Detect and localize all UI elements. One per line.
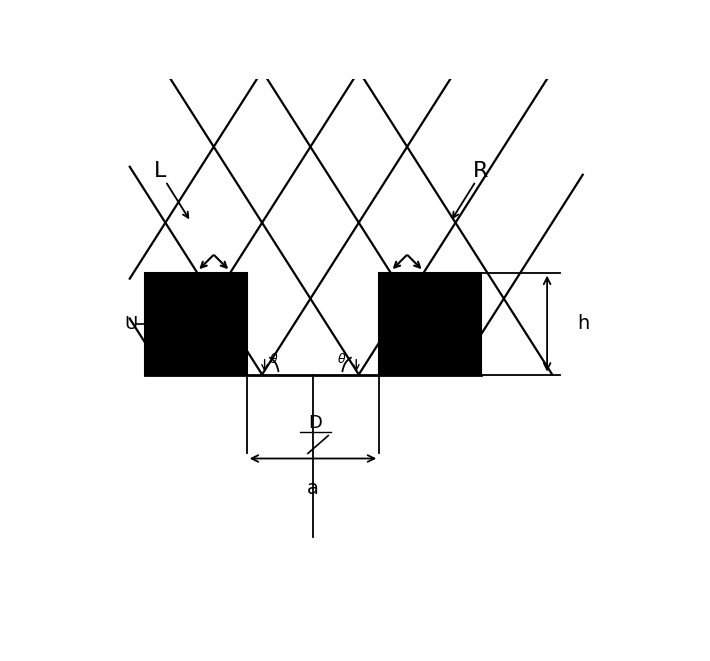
Bar	[379, 273, 481, 375]
Text: $\theta$: $\theta$	[337, 352, 346, 366]
Text: U: U	[125, 315, 138, 332]
Text: R: R	[474, 161, 488, 181]
Text: D: D	[309, 414, 322, 432]
Text: $\theta$: $\theta$	[268, 352, 278, 366]
Text: a: a	[307, 479, 319, 498]
Text: h: h	[578, 314, 590, 333]
Bar	[145, 273, 247, 375]
Text: U: U	[415, 315, 428, 332]
Text: L: L	[154, 161, 166, 181]
